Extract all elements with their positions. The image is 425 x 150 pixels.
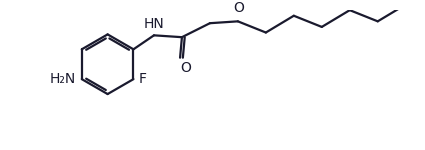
Text: F: F (139, 72, 147, 86)
Text: H₂N: H₂N (50, 72, 76, 86)
Text: O: O (180, 61, 191, 75)
Text: O: O (233, 1, 244, 15)
Text: HN: HN (144, 17, 164, 31)
